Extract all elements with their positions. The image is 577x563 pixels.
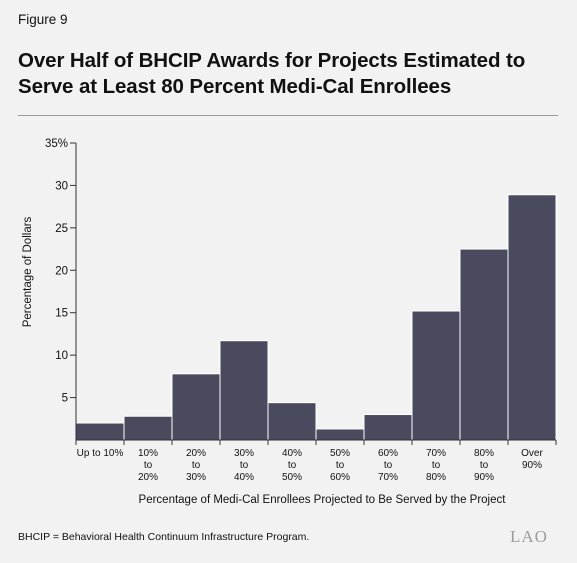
y-tick-label: 35% (45, 138, 68, 150)
y-axis-label: Percentage of Dollars (22, 216, 34, 327)
y-tick-label: 20 (55, 265, 68, 277)
x-tick-label: 40% to 50% (282, 448, 302, 483)
x-tick-label: 50% to 60% (330, 448, 350, 483)
x-tick-label: 20% to 30% (186, 448, 206, 483)
bar-8 (459, 248, 509, 441)
y-tick-label: 5 (62, 393, 68, 405)
y-tick-label: 10 (55, 350, 68, 362)
x-axis-label: Percentage of Medi-Cal Enrollees Project… (139, 494, 507, 506)
x-tick-label: Up to 10% (77, 448, 124, 459)
bar-5 (315, 428, 365, 441)
x-tick-label: 30% to 40% (234, 448, 254, 483)
x-tick-label: 80% to 90% (474, 448, 494, 483)
title-divider (18, 115, 558, 116)
y-tick-label: 30 (55, 180, 68, 192)
bar-3 (219, 340, 269, 441)
lao-logo: LAO (510, 527, 548, 546)
footnote: BHCIP = Behavioral Health Continuum Infr… (18, 531, 310, 543)
bars-group (75, 194, 557, 441)
x-tick-label: 60% to 70% (378, 448, 398, 483)
x-tick-label: Over 90% (521, 448, 543, 471)
figure-label: Figure 9 (18, 12, 68, 27)
x-tick-label: 10% to 20% (138, 448, 158, 483)
x-axis: Up to 10% 10% to 20% 20% to 30% 30% to 40% 40% to 50… (75, 439, 557, 483)
y-tick-label: 25 (55, 223, 68, 235)
bar-1 (123, 415, 173, 441)
bar-9 (507, 194, 557, 441)
y-axis: 5 10 15 20 25 30 35% (45, 138, 77, 440)
x-tick-label: 70% to 80% (426, 448, 446, 483)
y-tick-label: 15 (55, 308, 68, 320)
bar-0 (75, 422, 125, 441)
bar-4 (267, 402, 317, 441)
chart-title: Over Half of BHCIP Awards for Projects E… (18, 49, 526, 98)
bar-6 (363, 414, 413, 441)
bar-7 (411, 310, 461, 441)
bar-2 (171, 373, 221, 441)
